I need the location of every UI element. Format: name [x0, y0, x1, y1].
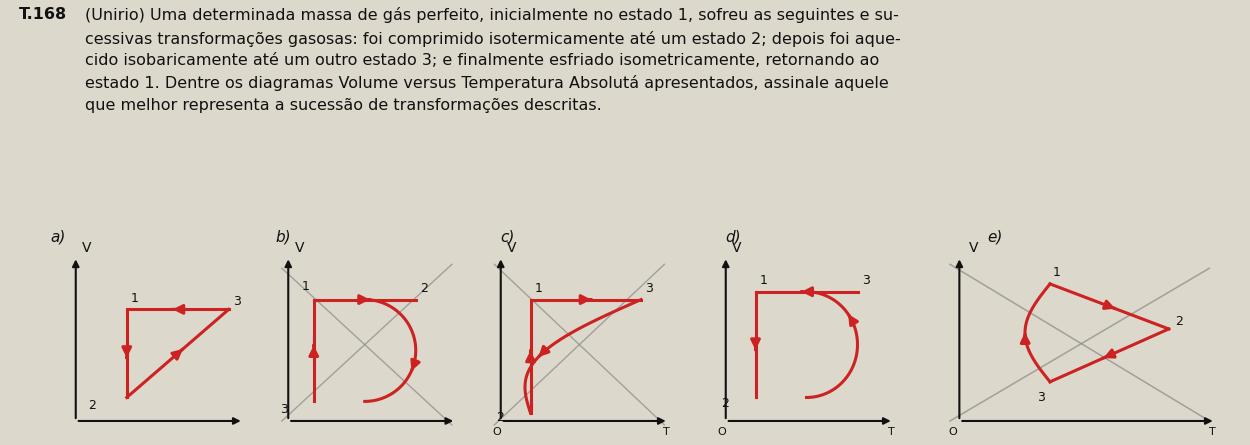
Text: V: V	[295, 241, 304, 255]
Text: 1: 1	[301, 280, 310, 293]
Text: O: O	[492, 427, 501, 437]
Text: 1: 1	[535, 282, 542, 295]
Text: O: O	[718, 427, 726, 437]
Text: 2: 2	[721, 397, 730, 410]
Text: 2: 2	[420, 282, 428, 295]
Text: V: V	[969, 241, 979, 255]
Text: d): d)	[725, 229, 740, 244]
Text: b): b)	[275, 229, 290, 244]
Text: O: O	[949, 427, 958, 437]
Text: 2: 2	[1175, 315, 1182, 328]
Text: 1: 1	[1052, 266, 1061, 279]
Text: V: V	[82, 241, 91, 255]
Text: T.168: T.168	[19, 8, 68, 23]
Text: 3: 3	[280, 403, 288, 416]
Text: c): c)	[500, 229, 515, 244]
Text: V: V	[508, 241, 516, 255]
Text: V: V	[732, 241, 741, 255]
Text: 1: 1	[131, 291, 139, 304]
Text: T: T	[662, 427, 670, 437]
Text: (Unirio) Uma determinada massa de gás perfeito, inicialmente no estado 1, sofreu: (Unirio) Uma determinada massa de gás pe…	[85, 8, 901, 113]
Text: 2: 2	[89, 399, 96, 412]
Text: e): e)	[988, 229, 1002, 244]
Text: 3: 3	[1038, 392, 1045, 405]
Text: 2: 2	[496, 411, 505, 424]
Text: T: T	[889, 427, 895, 437]
Text: 3: 3	[861, 274, 870, 287]
Text: 3: 3	[645, 282, 654, 295]
Text: 1: 1	[760, 274, 768, 287]
Text: 3: 3	[232, 295, 241, 308]
Text: a): a)	[50, 229, 65, 244]
Text: T: T	[1209, 427, 1216, 437]
